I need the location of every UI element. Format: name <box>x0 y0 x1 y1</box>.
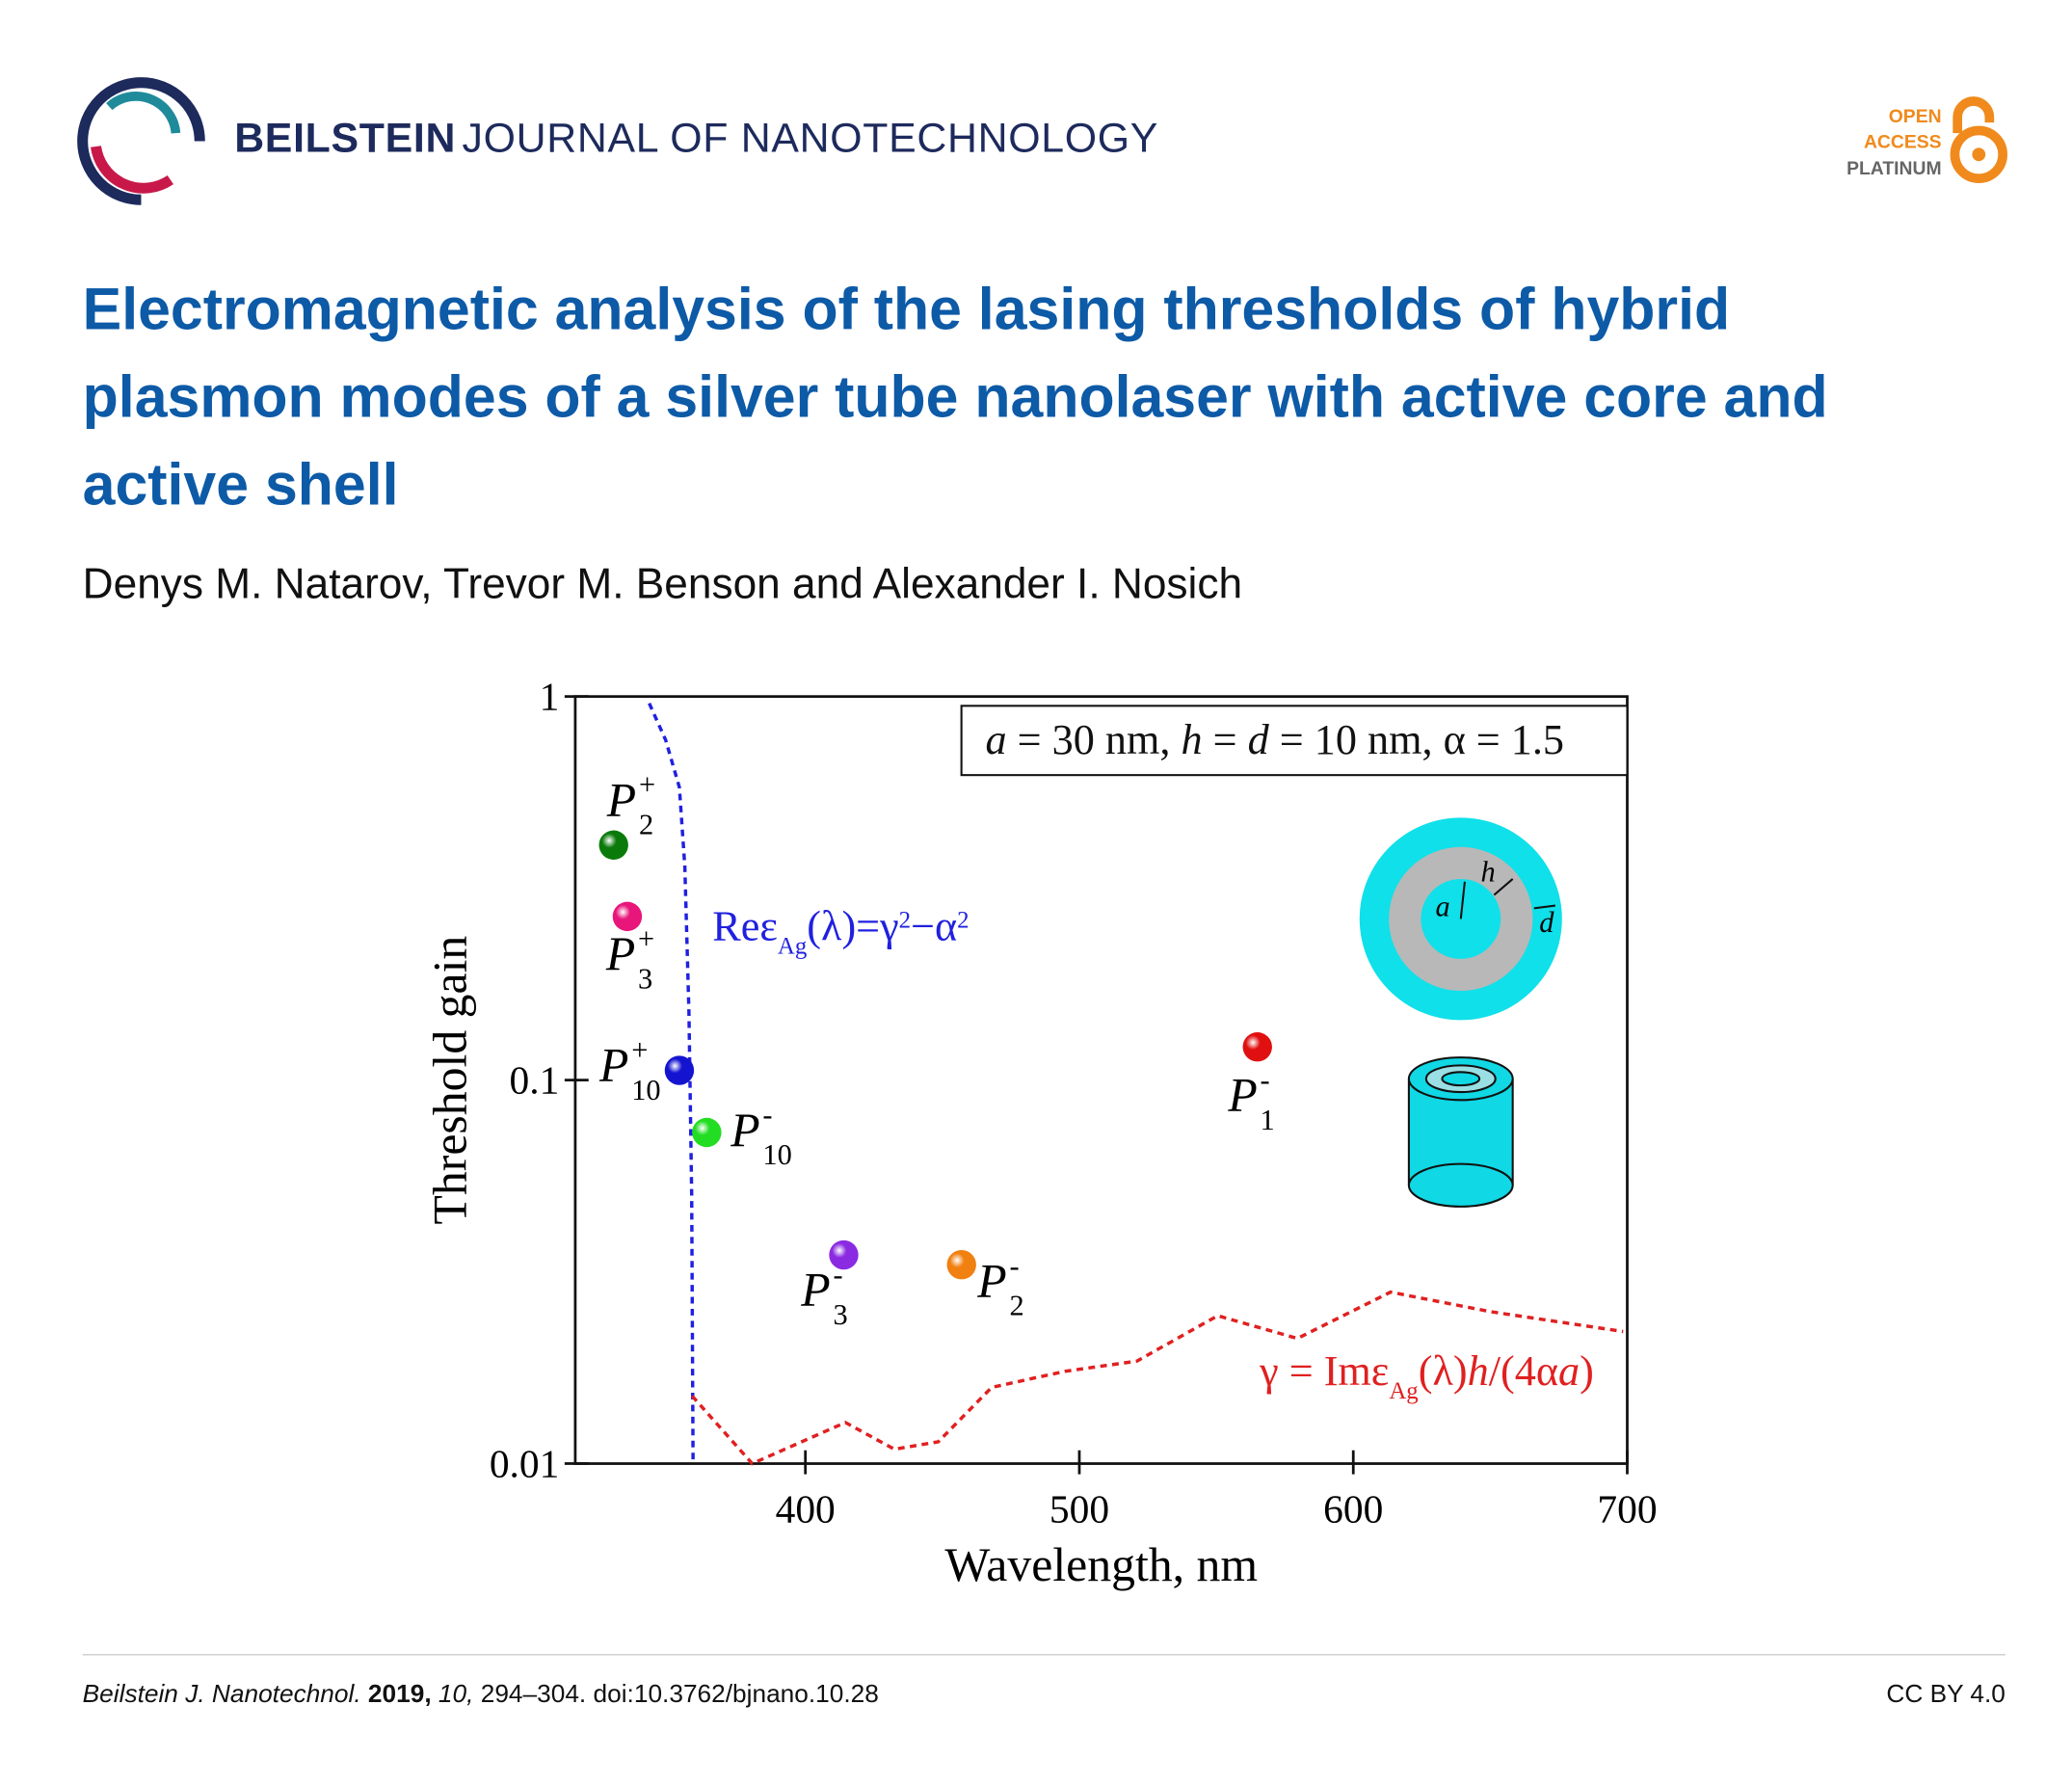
point-label-sub: 3 <box>638 962 652 995</box>
license: CC BY 4.0 <box>1886 1680 2006 1709</box>
x-axis-title: Wavelength, nm <box>944 1538 1258 1591</box>
annotation-part: = <box>1203 716 1248 763</box>
journal-name: JOURNAL OF NANOTECHNOLOGY <box>462 114 1159 162</box>
x-tick-label: 500 <box>1049 1486 1109 1531</box>
annotation-part: Ag <box>1389 1378 1418 1404</box>
annotation: ReεAg(λ)=γ2−α2 <box>712 903 969 960</box>
point-label-sub: 3 <box>833 1298 847 1331</box>
journal-name: BEILSTEIN <box>234 114 457 162</box>
point-label: P <box>800 1264 830 1317</box>
point-label-sub: 1 <box>1261 1104 1275 1136</box>
annotation-part: h <box>1468 1347 1489 1395</box>
annotation-part: 2 <box>957 907 969 933</box>
annotation: γ = ImεAg(λ)h/(4αa) <box>1259 1347 1594 1404</box>
annotation-part: −α <box>911 903 957 950</box>
y-tick-label: 0.1 <box>510 1057 560 1102</box>
point-label: P <box>598 1039 628 1092</box>
point-label-sub: 2 <box>639 809 653 841</box>
article-title: Electromagnetic analysis of the lasing t… <box>82 277 1828 519</box>
open-access: OPEN <box>1888 105 1942 127</box>
citation-pages: 294–304. doi:10.3762/bjnano.10.28 <box>473 1680 879 1709</box>
point-label-sup: - <box>1261 1063 1270 1096</box>
point-label-sup: - <box>762 1099 772 1132</box>
point-label-sup: - <box>833 1258 842 1291</box>
annotation-part: γ = Imε <box>1259 1347 1389 1395</box>
y-axis-title: Threshold gain <box>424 936 477 1225</box>
point-label-sub: 2 <box>1009 1290 1023 1322</box>
open-access: PLATINUM <box>1846 157 1942 179</box>
curve <box>691 1290 1624 1466</box>
journal-logo <box>77 77 205 205</box>
x-tick-label: 600 <box>1323 1486 1383 1531</box>
point <box>598 830 628 860</box>
annotation-part: a <box>1558 1347 1580 1395</box>
point <box>946 1250 976 1280</box>
point-label: P <box>605 927 635 980</box>
annotation-part: d <box>1248 716 1270 763</box>
annotation-part: h <box>1181 716 1202 763</box>
x-tick-label: 700 <box>1597 1486 1657 1531</box>
citation-journal: Beilstein J. Nanotechnol. <box>82 1680 361 1709</box>
annotation: a = 30 nm, h = d = 10 nm, α = 1.5 <box>985 716 1564 763</box>
annotation-part: /(4α <box>1489 1347 1558 1395</box>
point-label-sup: + <box>638 922 654 955</box>
x-tick-label: 400 <box>776 1486 836 1531</box>
citation-volume: 10, <box>438 1680 474 1709</box>
open-access-icon <box>1950 96 2007 183</box>
point-label-sup: + <box>639 768 655 801</box>
citation: Beilstein J. Nanotechnol. 2019, 10, 294–… <box>83 1681 879 1710</box>
cylinder-inset <box>1407 1056 1514 1208</box>
annotation-part: a <box>985 716 1006 763</box>
logo-arc <box>77 77 205 205</box>
point <box>612 901 643 932</box>
point <box>1242 1032 1272 1062</box>
ring-inset <box>1359 817 1562 1021</box>
point <box>664 1055 695 1085</box>
point-label: P <box>606 773 636 826</box>
annotation-part: 2 <box>899 907 911 933</box>
inset-label: h <box>1481 856 1496 889</box>
logo-arc <box>106 92 181 134</box>
authors: Denys M. Natarov, Trevor M. Benson and A… <box>82 559 1243 608</box>
annotation-part: = 10 nm, α = 1.5 <box>1269 716 1564 763</box>
citation-year: 2019, <box>367 1680 432 1709</box>
point <box>692 1117 722 1148</box>
annotation-part: Reε <box>712 903 778 950</box>
point-label: P <box>730 1104 759 1157</box>
logo-arc <box>91 146 173 194</box>
y-tick-label: 0.01 <box>490 1441 560 1485</box>
point-label-sup: - <box>1009 1249 1019 1282</box>
point-label-sub: 10 <box>762 1138 791 1171</box>
annotation-part: Ag <box>778 933 807 959</box>
curve <box>648 703 695 1464</box>
footer-rule <box>82 1654 2006 1656</box>
annotation-part: (λ) <box>1419 1347 1468 1395</box>
point-label: P <box>976 1254 1006 1307</box>
inset-label: a <box>1436 891 1450 923</box>
annotation-part: = 30 nm, <box>1007 716 1182 763</box>
open-access: ACCESS <box>1863 130 1942 152</box>
chart: 0.01 0.1 1 400 500 600 700 Wavelength, nm Thresh… <box>424 674 1658 1591</box>
inset-label: d <box>1539 906 1554 939</box>
point-label-sup: + <box>631 1033 648 1066</box>
annotation-part: ) <box>1580 1347 1594 1395</box>
y-tick-label: 1 <box>540 674 560 718</box>
legend-box <box>960 705 1629 777</box>
point <box>829 1239 859 1270</box>
point-label-sub: 10 <box>631 1074 660 1106</box>
annotation-part: (λ)=γ <box>807 903 898 950</box>
point-label: P <box>1227 1069 1257 1122</box>
